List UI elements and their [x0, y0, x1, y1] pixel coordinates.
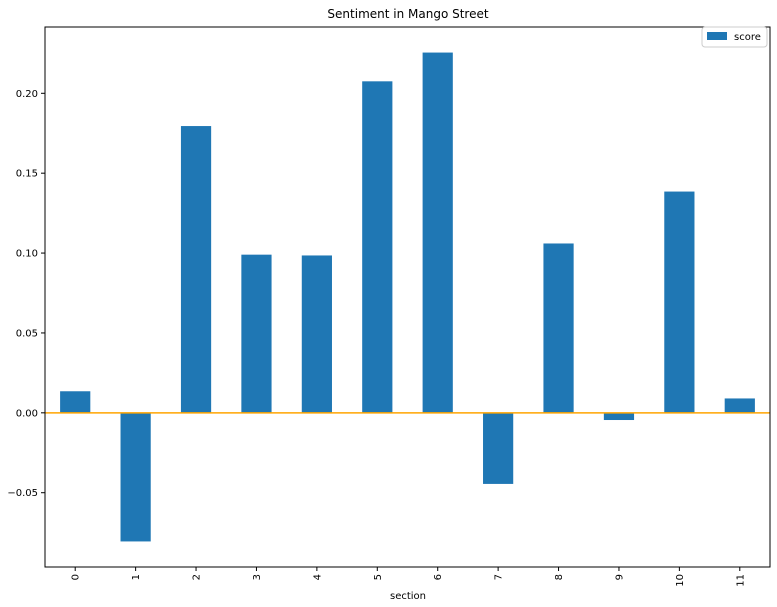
bar-9 — [603, 412, 635, 421]
bar-3 — [241, 254, 272, 413]
x-axis-label: section — [390, 591, 426, 602]
x-tick-label: 5 — [373, 574, 384, 580]
bar-0 — [60, 391, 91, 413]
y-tick-label: 0.05 — [16, 328, 38, 339]
y-tick-label: −0.05 — [7, 488, 38, 499]
bar-8 — [543, 243, 574, 413]
bar-5 — [362, 81, 393, 413]
x-tick-label: 3 — [252, 574, 263, 580]
bar-2 — [180, 126, 212, 413]
bar-4 — [301, 255, 332, 413]
bar-1 — [120, 412, 151, 542]
bars-group — [60, 52, 755, 542]
legend-label: score — [734, 32, 761, 43]
legend-swatch — [707, 32, 727, 40]
x-axis: 0 1 2 3 4 5 6 7 8 9 10 11 — [71, 567, 746, 587]
y-tick-label: 0.20 — [16, 89, 38, 100]
x-tick-label: 7 — [494, 574, 505, 580]
y-tick-label: 0.10 — [16, 249, 38, 260]
x-tick-label: 10 — [675, 574, 686, 587]
bar-6 — [422, 52, 453, 413]
bar-10 — [664, 191, 695, 413]
x-tick-label: 2 — [192, 574, 203, 580]
x-tick-label: 8 — [554, 574, 565, 580]
x-tick-label: 11 — [735, 574, 746, 587]
x-tick-label: 0 — [71, 574, 82, 580]
x-tick-label: 1 — [131, 574, 142, 580]
bar-7 — [483, 412, 514, 484]
x-tick-label: 4 — [312, 574, 323, 580]
plot-frame — [44, 26, 771, 568]
chart-title: Sentiment in Mango Street — [327, 7, 488, 21]
x-tick-label: 9 — [614, 574, 625, 580]
y-tick-label: 0.15 — [16, 169, 38, 180]
y-tick-label: 0.00 — [16, 408, 38, 419]
y-axis: −0.05 0.00 0.05 0.10 0.15 0.20 — [7, 89, 45, 499]
x-tick-label: 6 — [433, 574, 444, 580]
bar-11 — [724, 398, 755, 413]
legend: score — [701, 26, 768, 48]
